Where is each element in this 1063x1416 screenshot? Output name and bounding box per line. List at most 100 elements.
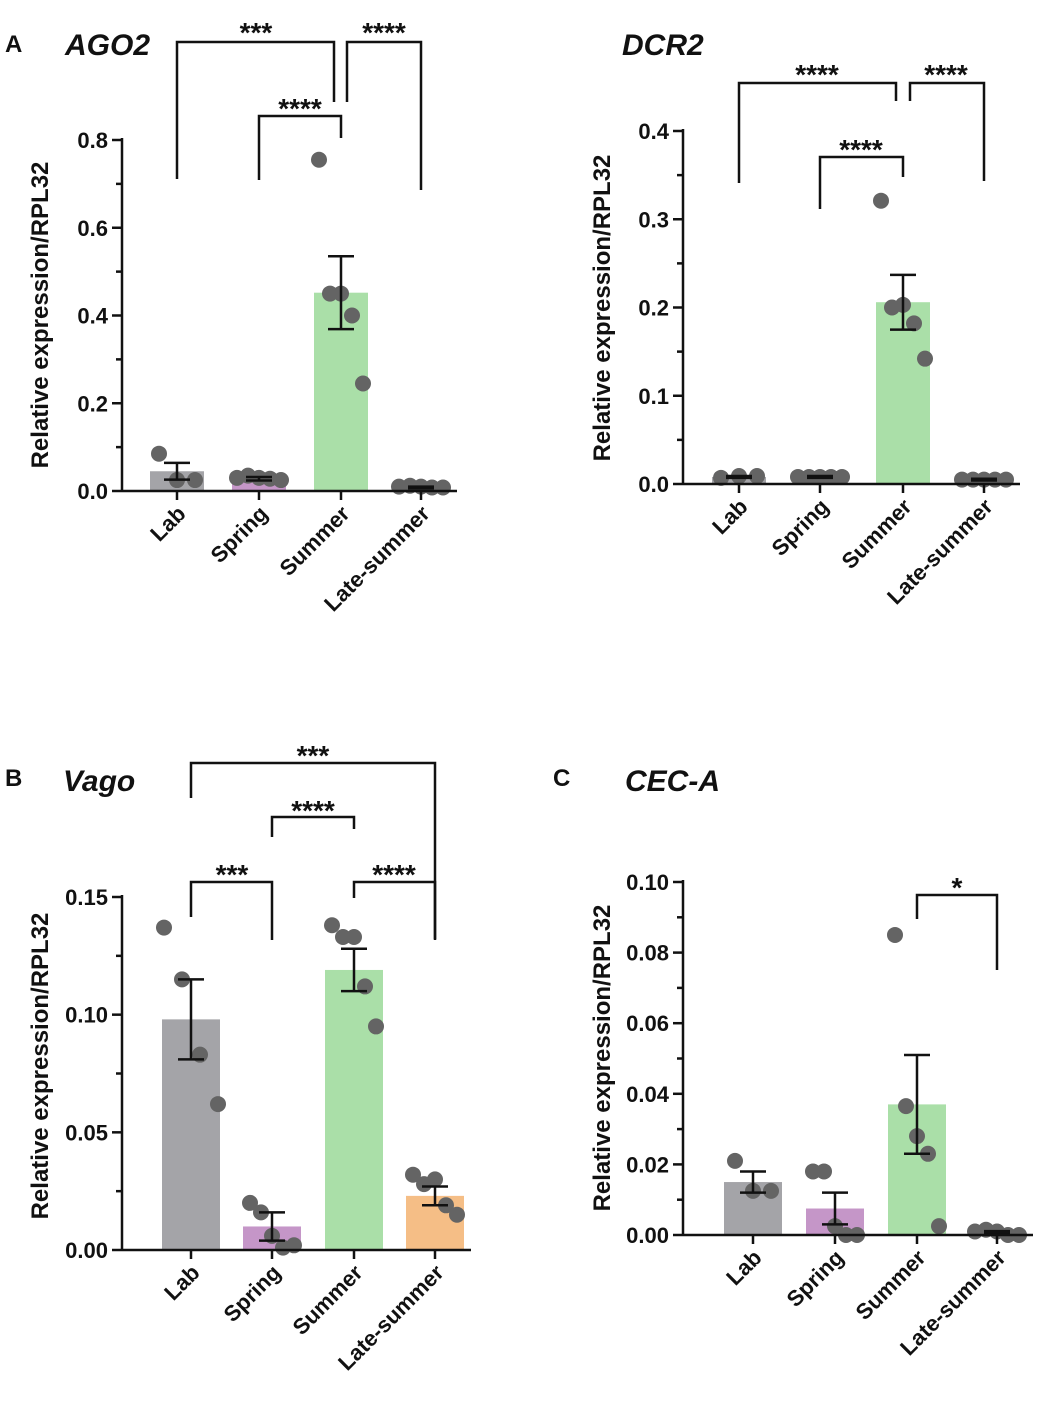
data-point	[805, 1163, 821, 1180]
significance-bracket	[352, 880, 437, 940]
data-point	[898, 1098, 914, 1115]
x-tick-label: Spring	[767, 494, 834, 561]
data-point	[713, 469, 729, 486]
data-point	[449, 1206, 465, 1223]
data-point	[210, 1096, 226, 1113]
y-tick-label: 0.15	[65, 885, 108, 910]
data-point	[273, 472, 289, 489]
y-tick-label: 0.00	[65, 1238, 108, 1263]
significance-label: ***	[297, 740, 330, 771]
chart-title: DCR2	[622, 29, 704, 62]
panel-letter: C	[553, 765, 570, 792]
data-point	[834, 468, 850, 485]
significance-label: ****	[362, 17, 406, 48]
significance-label: ****	[795, 59, 839, 90]
significance-bracket	[818, 155, 905, 209]
x-tick-label: Spring	[219, 1260, 286, 1327]
significance-label: *	[952, 872, 963, 903]
significance-bracket	[175, 40, 336, 179]
y-tick-label: 0.10	[626, 870, 669, 895]
y-tick-label: 0.8	[77, 128, 108, 153]
significance-label: ***	[240, 17, 273, 48]
significance-label: ****	[924, 59, 968, 90]
significance-bracket	[908, 81, 986, 181]
significance-label: ****	[839, 134, 883, 165]
data-point	[405, 1166, 421, 1183]
data-point	[355, 375, 371, 392]
significance-bracket	[257, 114, 343, 180]
y-tick-label: 0.05	[65, 1120, 108, 1145]
x-tick-label: Lab	[159, 1260, 204, 1305]
x-tick-label: Spring	[206, 501, 273, 568]
significance-label: ***	[216, 859, 249, 890]
y-axis-label: Relative expression/RPL32	[27, 162, 54, 469]
chart-panel-4: C CEC-A Relative expression/RPL32 0.00 0.02 0…	[553, 765, 1033, 1360]
significance-bracket	[345, 40, 423, 190]
x-tick-label: Summer	[837, 494, 917, 574]
x-tick-label: Summer	[275, 501, 355, 581]
chart-title: AGO2	[64, 29, 150, 62]
data-point	[344, 307, 360, 324]
data-point	[368, 1018, 384, 1035]
y-tick-label: 0.06	[626, 1011, 669, 1036]
panel-letter: A	[5, 31, 22, 58]
x-tick-label: Lab	[721, 1245, 766, 1290]
data-point	[187, 472, 203, 489]
data-point	[931, 1218, 947, 1235]
x-tick-label: Summer	[288, 1260, 368, 1340]
y-tick-label: 0.08	[626, 941, 669, 966]
data-point	[346, 929, 362, 946]
significance-bracket	[915, 893, 999, 970]
significance-label: ****	[278, 93, 322, 124]
chart-panel-3: B Vago Relative expression/RPL32 0.00 0.05 0.…	[5, 740, 471, 1375]
panel-letter: B	[5, 765, 22, 792]
data-point	[322, 285, 338, 302]
bar	[876, 302, 930, 484]
y-tick-label: 0.4	[638, 119, 669, 144]
data-point	[763, 1182, 779, 1199]
y-axis-label: Relative expression/RPL32	[27, 913, 54, 1220]
data-point	[242, 1194, 258, 1211]
data-point	[151, 445, 167, 462]
x-tick-label: Lab	[707, 494, 752, 539]
data-point	[873, 192, 889, 209]
y-tick-label: 0.1	[638, 384, 669, 409]
data-point	[887, 926, 903, 943]
data-point	[816, 1163, 832, 1180]
chart-panel-1: A AGO2 Relative expression/RPL32 0.0 0.2 0.4 0…	[5, 17, 457, 616]
y-axis-label: Relative expression/RPL32	[589, 155, 616, 462]
y-tick-label: 0.3	[638, 207, 669, 232]
data-point	[435, 479, 451, 496]
data-point	[311, 151, 327, 168]
y-tick-label: 0.0	[638, 472, 669, 497]
y-tick-label: 0.02	[626, 1152, 669, 1177]
data-point	[790, 468, 806, 485]
data-point	[917, 350, 933, 367]
y-tick-label: 0.6	[77, 216, 108, 241]
data-point	[427, 1171, 443, 1188]
y-tick-label: 0.0	[77, 479, 108, 504]
significance-bracket	[270, 815, 356, 837]
x-tick-label: Spring	[782, 1245, 849, 1312]
significance-bracket	[737, 81, 898, 183]
y-tick-label: 0.4	[77, 304, 108, 329]
y-tick-label: 0.2	[638, 296, 669, 321]
chart-title: Vago	[63, 765, 135, 798]
x-tick-label: Summer	[851, 1245, 931, 1325]
chart-panel-2: DCR2 Relative expression/RPL32 0.0 0.1 0.2 0.…	[589, 29, 1020, 609]
y-tick-label: 0.00	[626, 1223, 669, 1248]
data-point	[827, 1218, 843, 1235]
significance-bracket	[189, 880, 274, 940]
x-tick-label: Lab	[145, 501, 190, 546]
y-tick-label: 0.2	[77, 391, 108, 416]
significance-label: ****	[372, 859, 416, 890]
bar	[325, 969, 383, 1250]
data-point	[335, 929, 351, 946]
significance-label: ****	[291, 795, 335, 826]
y-tick-label: 0.10	[65, 1003, 108, 1028]
data-point	[727, 1152, 743, 1169]
significance-bracket	[189, 761, 437, 939]
data-point	[156, 919, 172, 936]
chart-title: CEC-A	[625, 765, 720, 798]
